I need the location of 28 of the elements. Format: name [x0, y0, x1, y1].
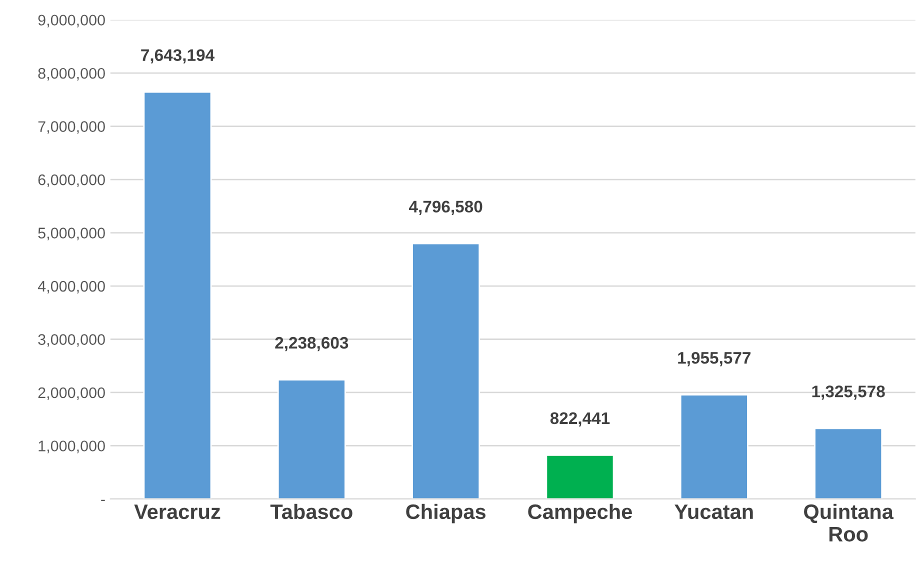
bar [546, 454, 614, 499]
bar [680, 394, 748, 499]
data-label: 2,238,603 [275, 336, 348, 352]
data-label: 7,643,194 [141, 49, 214, 64]
x-tick-label: Campeche [528, 504, 632, 524]
y-tick-label: 3,000,000 [38, 334, 105, 347]
data-label: 4,796,580 [409, 200, 482, 215]
y-tick-label: 9,000,000 [38, 14, 105, 28]
data-label: 1,955,577 [678, 352, 750, 366]
bar [412, 242, 480, 499]
y-tick-label: 1,000,000 [38, 440, 105, 454]
y-tick-label: 6,000,000 [38, 174, 105, 188]
y-tick-label: - [101, 500, 105, 502]
y-tick-label: 4,000,000 [38, 280, 105, 294]
bar [814, 428, 883, 499]
x-tick-label: Tabasco [270, 504, 352, 520]
bar [143, 91, 212, 499]
x-tick-label: Yucatan [674, 504, 753, 520]
x-tick-label: Veracruz [134, 504, 220, 520]
y-tick-label: 5,000,000 [38, 228, 105, 240]
y-tick-label: 2,000,000 [38, 387, 105, 400]
bar [277, 379, 346, 499]
y-tick-label: 7,000,000 [38, 121, 105, 134]
data-label: 822,441 [550, 412, 610, 427]
x-tick-label: Quintana Roo [804, 504, 894, 542]
x-tick-label: Chiapas [406, 504, 486, 524]
data-label: 1,325,578 [812, 386, 885, 400]
y-tick-label: 8,000,000 [38, 68, 105, 81]
